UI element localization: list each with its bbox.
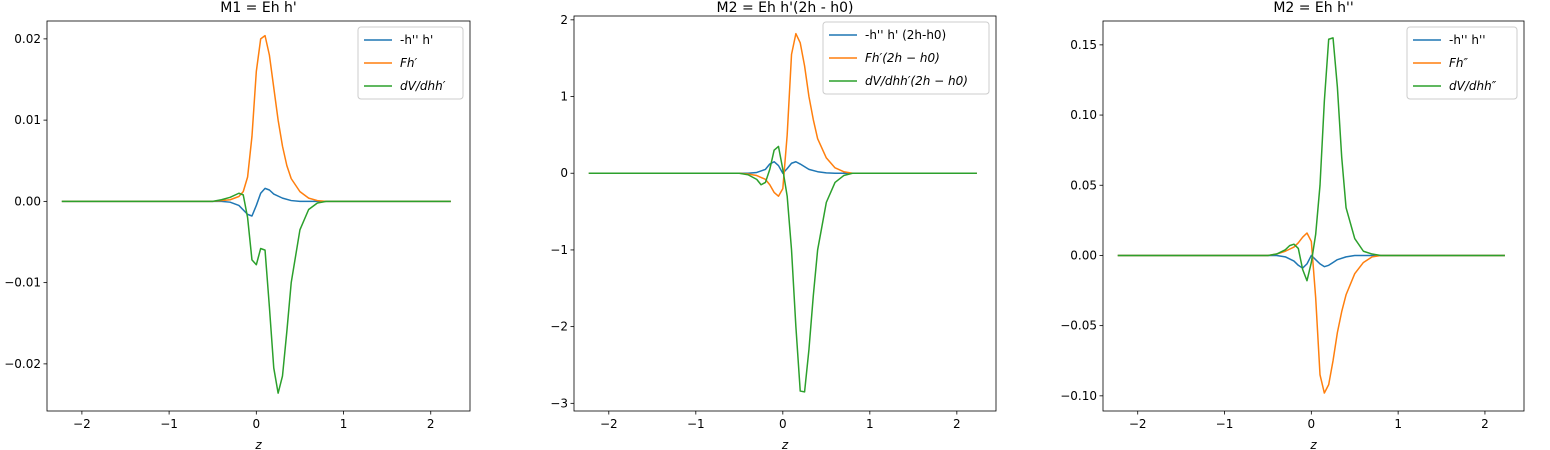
- chart-title: M2 = Eh h'(2h - h0): [717, 0, 854, 16]
- axes-frame: [1102, 20, 1525, 412]
- legend: -h'' h' (2h-h0) Fh′(2h − h0) dV/dhh′(2h − …: [822, 21, 990, 95]
- y-tick-label: −0.10: [1060, 389, 1097, 403]
- x-tick-label: −2: [73, 417, 91, 431]
- series-line-1: [1117, 254, 1505, 269]
- x-tick-label: 1: [866, 417, 874, 431]
- x-tick-label: 0: [252, 417, 260, 431]
- series-line-3: [588, 145, 977, 393]
- legend-box: [357, 26, 464, 100]
- legend-label: dV/dhh′(2h − h0): [865, 74, 968, 88]
- x-tick-label: 2: [1481, 417, 1489, 431]
- y-tick-label: −0.05: [1060, 319, 1097, 333]
- x-tick-label: 2: [427, 417, 435, 431]
- y-tick-label: 0.02: [14, 32, 41, 46]
- x-tick-label: 0: [1308, 417, 1316, 431]
- series-line-2: [61, 34, 451, 203]
- x-tick-label: −1: [160, 417, 178, 431]
- y-tick-label: 0.00: [1070, 248, 1097, 262]
- chart-title: M1 = Eh h': [220, 0, 297, 16]
- x-tick-label: −2: [1129, 417, 1147, 431]
- x-tick-label: 1: [340, 417, 348, 431]
- axes-frame: [46, 20, 471, 412]
- series-line-3: [1117, 37, 1505, 282]
- x-axis-label: z: [1309, 438, 1317, 450]
- series-line-3: [61, 192, 451, 394]
- legend: -h'' h'' Fh″ dV/dhh″: [1406, 26, 1518, 100]
- y-tick-label: −0.01: [4, 276, 41, 290]
- legend-label: -h'' h': [400, 33, 433, 47]
- legend-label: Fh′(2h − h0): [865, 51, 940, 65]
- y-tick-label: 0.00: [14, 194, 41, 208]
- series-line-1: [588, 160, 977, 174]
- series-line-1: [61, 187, 451, 217]
- legend-label: -h'' h' (2h-h0): [865, 28, 946, 42]
- y-tick-label: −3: [550, 396, 568, 410]
- y-tick-label: 0.10: [1070, 108, 1097, 122]
- chart-panel-3: −2 −1 0 1 2 −0.10 −0.05 0.00 0.05 0.10 0.15 M2 = Eh…: [1060, 0, 1525, 450]
- y-tick-label: 2: [560, 13, 568, 27]
- x-axis-label: z: [781, 438, 789, 450]
- legend-label: -h'' h'': [1449, 33, 1486, 47]
- legend-label: dV/dhh′: [400, 79, 446, 93]
- y-tick-label: 0.15: [1070, 38, 1097, 52]
- y-tick-label: −1: [550, 243, 568, 257]
- y-tick-label: −0.02: [4, 357, 41, 371]
- y-tick-label: 1: [560, 90, 568, 104]
- y-tick-label: −2: [550, 320, 568, 334]
- x-tick-label: 1: [1394, 417, 1402, 431]
- x-axis-label: z: [254, 438, 262, 450]
- legend-label: dV/dhh″: [1449, 79, 1497, 93]
- chart-panel-1: −2 −1 0 1 2 −0.02 −0.01 0.00 0.01 0.02 M1 = Eh h' z…: [4, 0, 471, 450]
- chart-panel-2: −2 −1 0 1 2 −3 −2 −1 0 1 2 M2 = Eh h'(2h - h0) z -h''…: [550, 0, 997, 450]
- axes-frame: [573, 15, 997, 412]
- legend-label: Fh″: [1449, 56, 1469, 70]
- x-tick-label: −1: [687, 417, 705, 431]
- x-tick-label: −1: [1216, 417, 1234, 431]
- chart-title: M2 = Eh h'': [1273, 0, 1353, 16]
- y-tick-label: 0.05: [1070, 178, 1097, 192]
- y-tick-label: 0.01: [14, 113, 41, 127]
- series-line-2: [588, 32, 977, 197]
- legend: -h'' h' Fh′ dV/dhh′: [357, 26, 464, 100]
- x-tick-label: 0: [779, 417, 787, 431]
- legend-box: [822, 21, 990, 95]
- x-tick-label: 2: [953, 417, 961, 431]
- y-tick-label: 0: [560, 166, 568, 180]
- x-tick-label: −2: [600, 417, 618, 431]
- series-line-2: [1117, 232, 1505, 394]
- legend-label: Fh′: [400, 56, 418, 70]
- legend-box: [1406, 26, 1518, 100]
